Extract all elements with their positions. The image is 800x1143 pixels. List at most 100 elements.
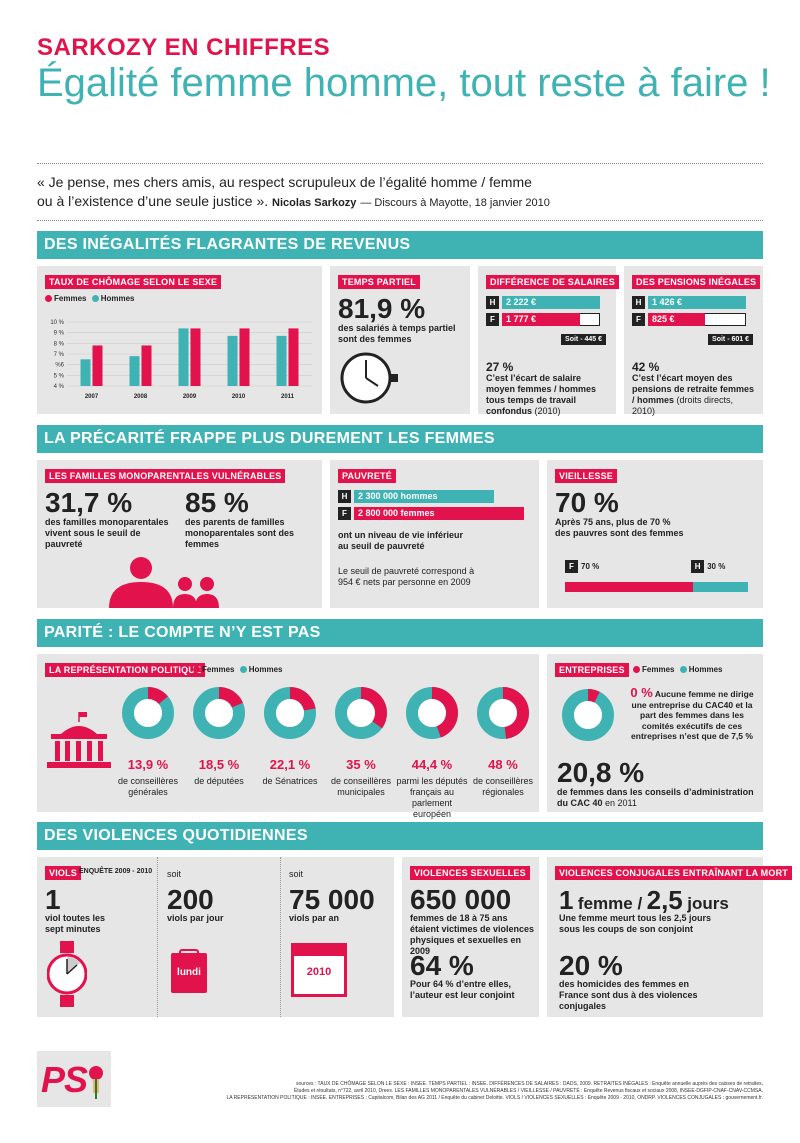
entreprises-text-1b: ne dirige une entreprise du CAC40 et la … [631,689,754,741]
viols-text-1: viol toutes les sept minutes [45,913,106,934]
h-label: H [338,490,351,503]
y-tick-label: 7 % [54,352,65,358]
violences-conj-text-2: des homicides des femmes en France sont … [559,979,698,1011]
pension-diff: Soit - 601 € [708,334,753,345]
x-tick-label: 2010 [232,394,246,400]
entreprises-text-2b: en 2011 [605,798,637,808]
vieillesse-f-fill [565,582,694,592]
entreprises-value-1: 0 % [630,685,653,700]
bar-femmes-2011 [288,328,299,386]
viols-value-2: 200 [167,884,214,915]
legend-hommes: Hommes [100,294,135,303]
bar-femmes-2007 [92,345,103,386]
pauvrete-text: ont un niveau de vie inférieur au seuil … [338,530,464,551]
h-pct: 30 % [707,562,726,571]
quote-source: — Discours à Mayotte, 18 janvier 2010 [360,197,550,209]
calendar-year-label: 2010 [306,966,332,978]
donut-hole [574,701,602,729]
ent-legend: Femmes Hommes [633,665,723,674]
bar-hommes-2008 [129,356,140,386]
quote-author: Nicolas Sarkozy [272,197,357,209]
card-entreprises: ENTREPRISES Femmes Hommes 0 % Aucune fem… [547,654,763,812]
representation-label: de conseillères régionales [472,776,534,797]
card-viols: VIOLS ENQUÊTE 2009 - 2010 1 viol toutes … [37,857,394,1017]
donut-chart [477,687,529,739]
representation-label: de conseillères générales [117,776,179,797]
card-chomage: TAUX DE CHÔMAGE SELON LE SEXE Femmes Hom… [37,266,322,414]
x-tick-label: 2008 [134,394,148,400]
f-label: F [565,560,578,573]
f-label: F [486,313,499,326]
f-label: F [632,313,645,326]
rose-icon [89,1066,103,1099]
viols-value-3: 75 000 [289,884,375,915]
representation-pct: 18,5 % [198,757,240,772]
violences-conj-rate: 1 femme / 2,5 jours [559,885,729,916]
x-tick-label: 2007 [85,394,99,400]
familles-value-2: 85 % [185,487,249,518]
representation-label: de députées [194,776,244,786]
f-label: F [338,507,351,520]
family-icon [109,557,219,608]
calendar-day-icon: lundi [171,949,207,993]
vieillesse-text: Après 75 ans, plus de 70 % des pauvres s… [555,517,684,538]
h-label: H [486,296,499,309]
temps-partiel-text: des salariés à temps partiel sont des fe… [338,323,456,344]
donut-hole [205,699,233,727]
salaire-text: C’est l’écart de salaire moyen femmes / … [486,373,597,416]
chomage-tag: TAUX DE CHÔMAGE SELON LE SEXE [45,275,222,289]
legend-femmes: Femmes [54,294,87,303]
quote-line-1: « Je pense, mes chers amis, au respect s… [37,174,532,190]
f-pct: 70 % [581,562,600,571]
bar-hommes-2009 [178,328,189,386]
donut-hole [347,699,375,727]
salaire-f-bar: 1 777 € [502,313,580,326]
donut-femmes [406,687,458,739]
representation-pct: 35 % [346,757,376,772]
y-tick-label: 10 % [50,320,64,326]
legend-hommes: Hommes [248,665,283,674]
viols-tag: VIOLS [45,866,82,880]
wristwatch-icon [47,941,87,1007]
rate-unit: femme / [577,894,643,913]
donut-chart [264,687,316,739]
y-tick-label: 9 % [54,331,65,337]
pauvrete-tag: PAUVRETÉ [338,469,396,483]
viols-sub: ENQUÊTE 2009 - 2010 [79,868,153,875]
familles-text-1: des familles monoparentales vivent sous … [45,517,169,549]
rate-number: 1 [559,885,574,915]
pauvrete-h-bar: 2 300 000 hommes [354,490,494,503]
vieillesse-bar [565,582,748,592]
sources-line-3: LA REPRÉSENTATION POLITIQUE : INSEE. ENT… [226,1095,763,1101]
quote: « Je pense, mes chers amis, au respect s… [37,173,550,213]
salaires-tag: DIFFÉRENCE DE SALAIRES [486,275,619,289]
salaire-gap [580,313,600,326]
pension-gap [705,313,746,326]
section-violences: DES VIOLENCES QUOTIDIENNES [37,822,763,850]
representation-pct: 44,4 % [411,757,453,772]
bar-femmes-2009 [190,328,201,386]
salaire-pct: 27 % [486,360,514,374]
x-tick-label: 2009 [183,394,197,400]
chart-legend: Femmes Hommes [45,294,135,303]
viols-value-1: 1 [45,884,61,915]
pension-note: (droits directs, 2010) [632,395,734,416]
divider [37,163,763,164]
rate-days-unit: jours [687,894,729,913]
h-label: H [691,560,705,573]
bar-femmes-2010 [239,328,250,386]
violences-conj-value-2: 20 % [559,950,623,981]
section-precarite: LA PRÉCARITÉ FRAPPE PLUS DUREMENT LES FE… [37,425,763,453]
chomage-chart: 10 % 9 % 8 % 7 % %6 5 % 4 % 2007 2008 2009 2010 201… [50,320,312,400]
donut-femmes [335,687,387,739]
kicker: SARKOZY EN CHIFFRES [37,34,331,61]
section-parite: PARITÉ : LE COMPTE N’Y EST PAS [37,619,763,647]
y-tick-label: 8 % [54,341,65,347]
violences-sex-value-1: 650 000 [410,884,512,915]
violences-sex-tag: VIOLENCES SEXUELLES [410,866,530,880]
card-salaires: DIFFÉRENCE DE SALAIRES H 2 222 € F 1 777… [478,266,619,416]
quote-line-2: ou à l’existence d’une seule justice ». [37,193,269,209]
violences-sex-value-2: 64 % [410,950,474,981]
legend-femmes: Femmes [642,665,675,674]
representation-label: de Sénatrices [262,776,318,786]
